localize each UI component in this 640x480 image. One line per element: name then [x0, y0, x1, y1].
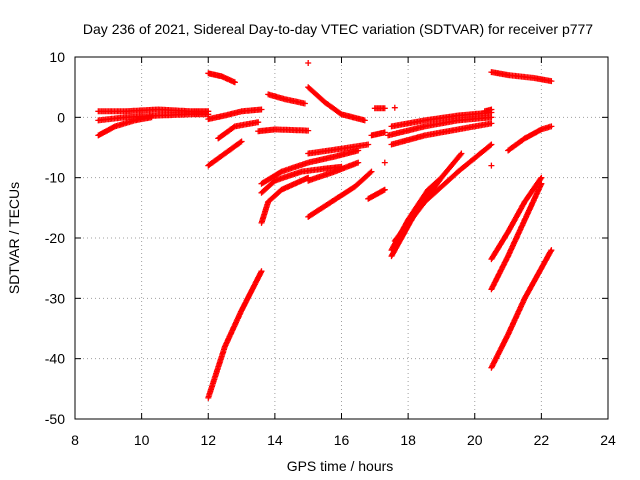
track-markers — [371, 105, 388, 112]
track-markers — [391, 104, 398, 111]
x-tick-label: 8 — [71, 432, 79, 448]
y-tick-label: -10 — [45, 170, 65, 186]
y-tick-label: 10 — [49, 49, 65, 65]
track-markers — [388, 150, 465, 260]
track-markers — [205, 70, 238, 86]
track-markers — [258, 163, 345, 196]
track-markers — [488, 247, 555, 371]
grid-lines — [75, 57, 608, 419]
track-markers — [255, 126, 312, 135]
track-markers — [205, 138, 245, 169]
track-markers — [258, 147, 362, 187]
track-markers — [388, 174, 445, 254]
track-markers — [488, 162, 495, 169]
track-markers — [258, 174, 312, 226]
satellite-track — [205, 138, 245, 169]
track-markers — [381, 159, 388, 166]
x-tick-label: 22 — [534, 432, 550, 448]
data-points — [95, 60, 555, 401]
track-markers — [305, 168, 375, 220]
satellite-track — [488, 180, 545, 293]
satellite-track — [205, 106, 265, 123]
satellite-track — [388, 109, 495, 130]
satellite-track — [365, 186, 388, 202]
x-tick-label: 20 — [467, 432, 483, 448]
track-markers — [305, 84, 368, 124]
track-markers — [488, 174, 545, 263]
satellite-track — [205, 268, 265, 401]
track-markers — [205, 268, 265, 401]
track-markers — [265, 91, 308, 107]
satellite-track — [305, 168, 375, 220]
track-markers — [215, 119, 262, 142]
satellite-track — [255, 126, 312, 135]
x-tick-label: 10 — [134, 432, 150, 448]
y-axis-label: SDTVAR / TECUs — [6, 182, 22, 294]
y-tick-label: 0 — [57, 109, 65, 125]
y-tick-labels: 10 0 -10 -20 -30 -40 -50 — [45, 49, 65, 427]
satellite-track — [258, 147, 362, 187]
y-tick-label: -30 — [45, 290, 65, 306]
satellite-track — [488, 162, 495, 169]
track-markers — [365, 186, 388, 202]
satellite-track — [95, 114, 155, 139]
satellite-track — [265, 91, 308, 107]
satellite-track — [385, 114, 495, 139]
track-markers — [385, 114, 495, 139]
track-markers — [305, 60, 312, 66]
x-tick-label: 24 — [600, 432, 616, 448]
satellite-track — [305, 84, 368, 124]
satellite-track — [488, 174, 545, 263]
satellite-track — [205, 70, 238, 86]
x-tick-label: 14 — [267, 432, 283, 448]
track-markers — [305, 141, 372, 157]
y-tick-label: -50 — [45, 411, 65, 427]
x-tick-label: 16 — [334, 432, 350, 448]
satellite-track — [371, 105, 388, 112]
x-axis-label: GPS time / hours — [287, 458, 394, 474]
x-tick-labels: 8 10 12 14 16 18 20 22 24 — [71, 432, 616, 448]
satellite-track — [488, 247, 555, 371]
satellite-track — [305, 141, 372, 157]
satellite-track — [258, 163, 345, 196]
track-markers — [505, 123, 555, 154]
track-markers — [95, 114, 155, 139]
x-tick-label: 18 — [400, 432, 416, 448]
track-markers — [205, 106, 265, 123]
satellite-track — [368, 129, 388, 139]
satellite-track — [505, 123, 555, 154]
x-tick-label: 12 — [200, 432, 216, 448]
y-tick-label: -20 — [45, 230, 65, 246]
satellite-track — [305, 159, 362, 184]
satellite-track — [258, 174, 312, 226]
axis-ticks — [74, 56, 609, 420]
satellite-track — [488, 69, 555, 85]
chart-title: Day 236 of 2021, Sidereal Day-to-day VTE… — [83, 21, 593, 37]
track-markers — [488, 180, 545, 293]
track-markers — [481, 106, 495, 115]
satellite-track — [388, 174, 445, 254]
satellite-track — [391, 104, 398, 111]
satellite-track — [215, 119, 262, 142]
y-tick-label: -40 — [45, 351, 65, 367]
track-markers — [368, 129, 388, 139]
track-markers — [388, 109, 495, 130]
satellite-track — [305, 60, 312, 66]
satellite-track — [388, 150, 465, 260]
track-markers — [488, 69, 555, 85]
satellite-track — [388, 120, 495, 148]
track-markers — [388, 120, 495, 148]
satellite-track — [381, 159, 388, 166]
track-markers — [305, 159, 362, 184]
satellite-track — [481, 106, 495, 115]
